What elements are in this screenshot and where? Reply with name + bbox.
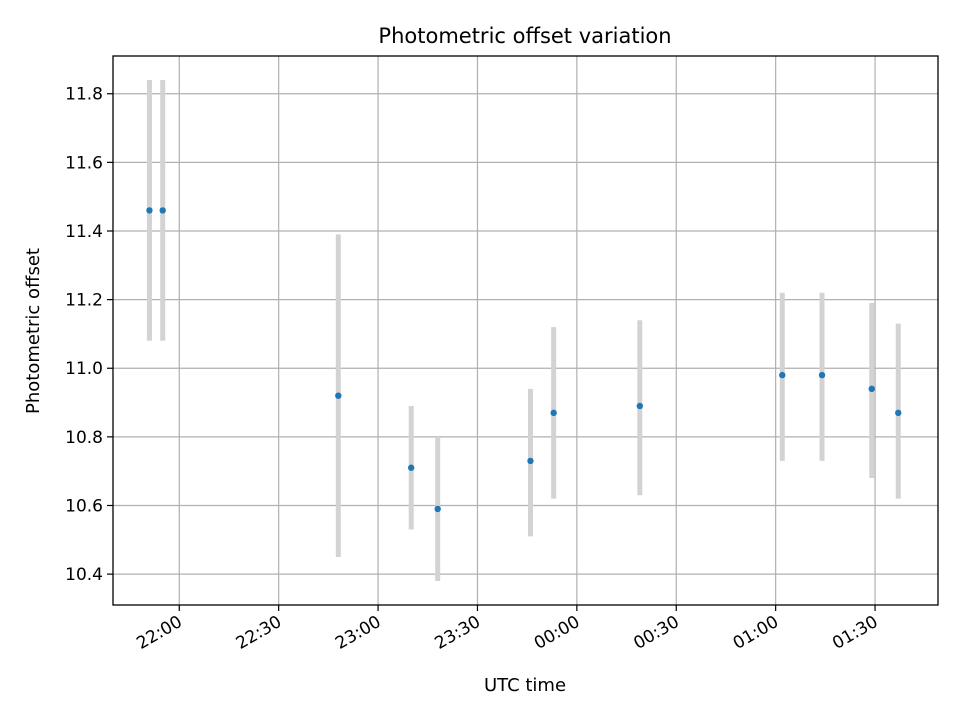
x-tick-label: 23:00 xyxy=(332,612,384,654)
x-tick-label: 22:30 xyxy=(233,612,285,654)
y-tick-label: 11.2 xyxy=(65,291,103,311)
y-axis: 10.4 10.6 10.8 11.0 11.2 11.4 11.6 11.8 xyxy=(65,85,113,585)
y-tick-label: 11.8 xyxy=(65,85,103,105)
y-tick-label: 10.4 xyxy=(65,565,103,585)
data-point xyxy=(868,385,875,393)
x-tick-label: 23:30 xyxy=(432,612,484,654)
x-tick-label: 01:00 xyxy=(730,612,782,654)
data-point xyxy=(527,457,534,465)
data-points xyxy=(146,207,902,513)
x-tick-label: 01:30 xyxy=(829,612,881,654)
chart-title: Photometric offset variation xyxy=(378,24,671,48)
data-point xyxy=(407,464,415,471)
x-axis: 22:00 22:30 23:00 23:30 00:00 00:30 01:00 01:30 xyxy=(133,605,882,654)
x-tick-label: 22:00 xyxy=(133,612,185,654)
grid xyxy=(113,56,938,605)
y-tick-label: 11.0 xyxy=(65,359,103,379)
x-axis-label: UTC time xyxy=(484,675,566,696)
x-tick-label: 00:00 xyxy=(531,612,583,654)
y-tick-label: 10.8 xyxy=(65,428,103,448)
data-point xyxy=(895,409,902,417)
data-point xyxy=(779,371,786,379)
data-point xyxy=(159,207,166,214)
plot-frame xyxy=(112,55,939,606)
data-point xyxy=(146,207,153,214)
data-point xyxy=(818,371,826,379)
x-tick-label: 00:30 xyxy=(630,612,682,654)
data-point xyxy=(550,409,557,417)
y-axis-label: Photometric offset xyxy=(23,248,44,414)
data-point xyxy=(335,392,342,399)
data-point xyxy=(434,505,441,513)
y-tick-label: 11.4 xyxy=(65,222,103,242)
y-tick-label: 10.6 xyxy=(65,496,103,516)
data-point xyxy=(636,402,644,410)
y-tick-label: 11.6 xyxy=(65,153,103,173)
